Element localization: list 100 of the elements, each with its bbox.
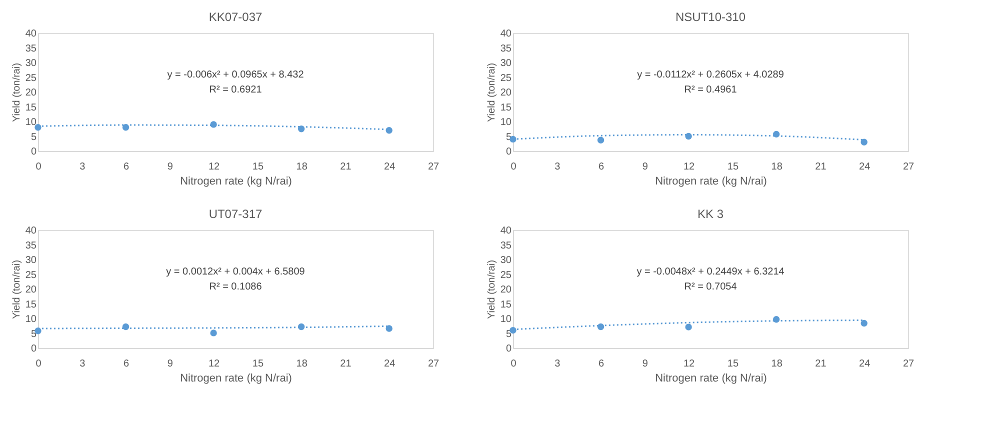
point (210, 330, 217, 336)
x-tick-label: 15 (252, 162, 264, 172)
y-axis-title: Yield (ton/rai) (11, 260, 22, 320)
x-tick-label: 6 (123, 162, 130, 172)
x-tick-label: 15 (727, 162, 739, 172)
y-tick-label: 30 (25, 58, 37, 69)
x-tick-label: 27 (428, 162, 440, 172)
y-tick-label: 40 (25, 28, 37, 40)
x-tick-label: 24 (384, 162, 396, 172)
x-tick-label: 12 (208, 162, 220, 172)
x-tick-label: 9 (167, 162, 174, 172)
x-tick-label: 12 (208, 358, 220, 370)
x-tick-label: 24 (859, 162, 871, 172)
x-tick-label: 3 (80, 162, 86, 172)
y-tick-label: 35 (25, 43, 37, 54)
x-tick-label: 18 (771, 162, 783, 172)
annotation: R² = 0.6921 (209, 84, 262, 96)
x-tick-label: 12 (683, 162, 696, 172)
x-tick-label: 3 (554, 358, 561, 370)
chart-title: KK 3 (697, 207, 724, 221)
y-tick-label: 20 (500, 88, 512, 98)
x-axis-title: Nitrogen rate (kg N/rai) (655, 176, 767, 188)
point (122, 124, 130, 131)
x-axis-title: Nitrogen rate (kg N/rai) (180, 176, 292, 188)
y-axis-title: Yield (ton/rai) (486, 62, 498, 122)
y-tick-label: 10 (25, 314, 37, 325)
x-tick-label: 6 (123, 358, 130, 370)
chart-title: UT07-317 (208, 207, 262, 221)
x-tick-label: 6 (598, 162, 604, 172)
x-tick-label: 21 (340, 162, 352, 172)
chart-title: NSUT10-310 (675, 10, 746, 24)
x-axis-title: Nitrogen rate (kg N/rai) (655, 372, 767, 384)
y-axis-title: Yield (ton/rai) (11, 62, 22, 122)
y-tick-label: 20 (25, 284, 37, 296)
point (860, 320, 868, 327)
y-tick-label: 35 (500, 43, 512, 54)
x-tick-label: 21 (815, 358, 827, 370)
annotation: y = -0.0112x² + 0.2605x + 4.0289 (637, 69, 784, 80)
y-tick-label: 5 (30, 328, 37, 340)
x-tick-label: 6 (598, 358, 604, 370)
y-tick-label: 25 (25, 72, 37, 84)
x-tick-label: 27 (902, 162, 914, 172)
x-tick-label: 24 (384, 358, 396, 370)
x-axis-title: Nitrogen rate (kg N/rai) (180, 372, 292, 384)
y-tick-label: 25 (500, 72, 512, 84)
annotation: y = -0.006x² + 0.0965x + 8.432 (167, 69, 304, 80)
x-tick-label: 27 (428, 358, 440, 370)
y-tick-label: 5 (30, 132, 37, 143)
y-tick-label: 0 (506, 146, 512, 158)
x-tick-label: 9 (642, 358, 648, 370)
x-tick-label: 18 (296, 162, 308, 172)
y-axis-title: Yield (ton/rai) (486, 260, 498, 320)
y-tick-label: 30 (25, 255, 37, 266)
y-tick-label: 20 (25, 88, 37, 98)
y-tick-label: 0 (506, 344, 512, 354)
y-tick-label: 10 (25, 117, 37, 128)
annotation: y = -0.0048x² + 0.2449x + 6.3214 (636, 266, 785, 278)
x-tick-label: 21 (340, 358, 352, 370)
x-tick-label: 3 (80, 358, 86, 370)
point (597, 136, 604, 144)
y-tick-label: 25 (25, 270, 37, 281)
y-tick-label: 10 (500, 314, 512, 325)
y-tick-label: 5 (506, 328, 512, 340)
point (386, 127, 392, 134)
x-tick-label: 24 (859, 358, 871, 370)
point (34, 124, 42, 131)
annotation: y = 0.0012x² + 0.004x + 6.5809 (166, 266, 306, 278)
y-tick-label: 40 (500, 226, 512, 236)
x-tick-label: 18 (296, 358, 308, 370)
annotation: R² = 0.7054 (684, 281, 738, 292)
x-tick-label: 12 (683, 358, 696, 370)
x-tick-label: 3 (554, 162, 561, 172)
y-tick-label: 35 (25, 240, 37, 252)
x-tick-label: 21 (815, 162, 827, 172)
y-tick-label: 40 (25, 226, 37, 236)
y-tick-label: 15 (25, 299, 37, 310)
annotation: R² = 0.4961 (684, 84, 738, 96)
point (685, 324, 692, 330)
y-tick-label: 30 (500, 255, 512, 266)
y-tick-label: 15 (500, 102, 512, 114)
y-tick-label: 10 (500, 117, 512, 128)
y-tick-label: 30 (500, 58, 512, 69)
chart-title: KK07-037 (208, 10, 263, 24)
annotation: R² = 0.1086 (209, 281, 262, 292)
y-tick-label: 40 (500, 28, 512, 40)
x-tick-label: 27 (902, 358, 914, 370)
x-tick-label: 18 (771, 358, 783, 370)
y-tick-label: 35 (500, 240, 512, 252)
y-tick-label: 0 (30, 146, 37, 158)
y-tick-label: 15 (25, 102, 37, 114)
x-tick-label: 9 (642, 162, 648, 172)
y-tick-label: 20 (500, 284, 512, 296)
x-tick-label: 15 (727, 358, 739, 370)
y-tick-label: 25 (500, 270, 512, 281)
y-tick-label: 0 (30, 344, 37, 354)
point (860, 138, 868, 146)
x-tick-label: 9 (167, 358, 174, 370)
x-tick-label: 15 (252, 358, 264, 370)
point (298, 126, 305, 132)
point (386, 325, 392, 332)
